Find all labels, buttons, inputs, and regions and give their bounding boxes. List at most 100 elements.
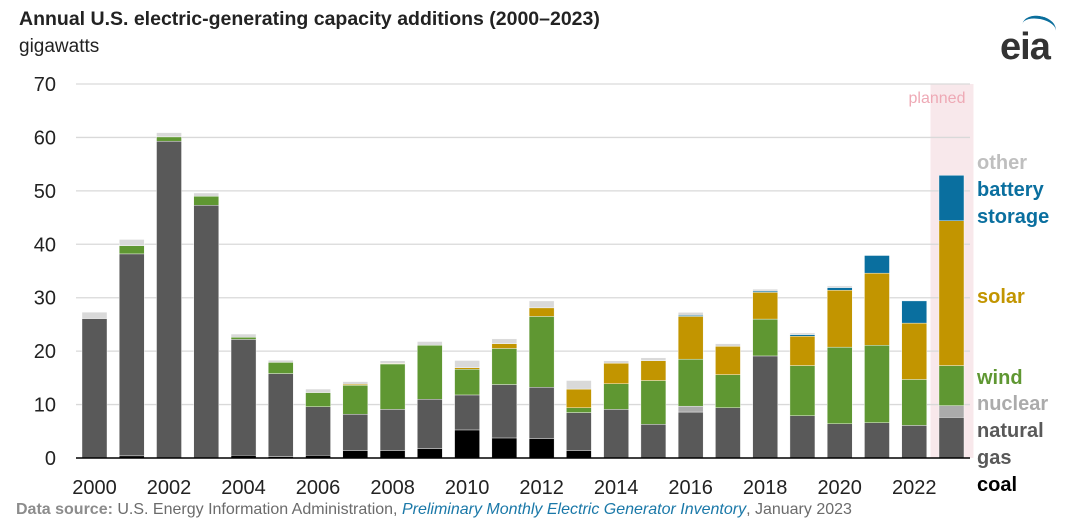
x-tick-label: 2012 <box>519 477 564 499</box>
bar-segment-solar-2020 <box>827 290 853 348</box>
bar-segment-natural-gas-2004 <box>230 339 257 456</box>
bar-segment-natural-gas-2005 <box>268 373 294 457</box>
bar-segment-wind-2020 <box>827 346 853 425</box>
bar-segment-other-2008 <box>379 360 406 364</box>
x-tick-label: 2018 <box>743 477 788 499</box>
x-tick-label: 2004 <box>221 477 266 499</box>
bar-segment-wind-2012 <box>528 316 555 388</box>
legend-battery: battery storage <box>977 177 1049 231</box>
y-tick-label: 20 <box>34 341 56 363</box>
bar-segment-nuclear-2023 <box>938 405 965 418</box>
bar-segment-battery-storage-2018 <box>752 290 778 293</box>
bar-segment-wind-2013 <box>566 407 592 413</box>
x-tick-label: 2008 <box>370 477 415 499</box>
bar-segment-other-2015 <box>640 357 667 361</box>
x-tick-label: 2022 <box>892 477 937 499</box>
bar-segment-wind-2005 <box>268 362 294 374</box>
bar-segment-wind-2015 <box>640 380 667 425</box>
legend-gas-line1: natural <box>977 420 1044 442</box>
legend-nuclear: nuclear <box>977 393 1049 415</box>
bar-segment-natural-gas-2006 <box>305 406 331 456</box>
bar-segment-battery-storage-2022 <box>901 300 927 324</box>
bar-segment-other-2002 <box>156 132 182 138</box>
bar-segment-natural-gas-2018 <box>752 355 778 459</box>
bar-segment-wind-2022 <box>901 379 927 426</box>
bar-segment-solar-2013 <box>566 388 592 408</box>
bar-segment-other-2017 <box>715 343 741 347</box>
bar-segment-natural-gas-2017 <box>715 407 741 459</box>
legend-coal: coal <box>977 474 1018 496</box>
y-axis-unit: gigawatts <box>19 36 100 57</box>
legend-battery-line2: storage <box>977 206 1050 228</box>
bar-segment-other-2010 <box>454 360 480 368</box>
bar-segment-other-2006 <box>305 388 331 393</box>
x-tick-label: 2016 <box>668 477 713 499</box>
bar-segment-wind-2016 <box>677 358 704 407</box>
bar-segment-natural-gas-2015 <box>640 424 667 459</box>
y-tick-label: 10 <box>34 395 56 417</box>
bar-segment-battery-storage-2021 <box>864 255 890 274</box>
bar-segment-wind-2002 <box>156 136 182 142</box>
bar-segment-natural-gas-2019 <box>789 415 816 459</box>
y-tick-label: 40 <box>34 234 56 256</box>
bar-segment-battery-storage-2019 <box>789 334 816 337</box>
y-tick-label: 50 <box>34 181 56 203</box>
bar-segment-wind-2004 <box>230 337 257 340</box>
eia-logo: eia <box>1000 26 1051 68</box>
bar-segment-other-2003 <box>193 192 219 197</box>
bar-segment-wind-2019 <box>789 365 816 416</box>
bar-segment-wind-2011 <box>491 348 518 385</box>
bar-segment-solar-2010 <box>454 367 480 370</box>
x-tick-label: 2002 <box>147 477 192 499</box>
legend-wind: wind <box>977 367 1023 389</box>
bar-segment-natural-gas-2022 <box>901 425 927 459</box>
bar-segment-solar-2019 <box>789 335 816 366</box>
bar-segment-wind-2009 <box>417 345 443 400</box>
legend-gas-line2: gas <box>977 447 1012 469</box>
bar-segment-coal-2007 <box>342 450 369 459</box>
footer-report-link[interactable]: Preliminary Monthly Electric Generator I… <box>401 501 747 518</box>
bar-segment-coal-2013 <box>566 450 592 459</box>
bar-segment-battery-storage-2023 <box>938 175 965 221</box>
y-tick-label: 70 <box>34 74 56 96</box>
bar-segment-wind-2006 <box>305 392 331 407</box>
footer-label: Data source: <box>16 501 113 518</box>
x-tick-label: 2014 <box>594 477 639 499</box>
bar-segment-nuclear-2016 <box>677 405 704 413</box>
bar-segment-solar-2016 <box>677 316 704 360</box>
legend-solar: solar <box>977 286 1025 308</box>
bar-segment-other-2018 <box>752 288 778 292</box>
y-tick-label: 30 <box>34 288 56 310</box>
bar-segment-natural-gas-2001 <box>119 253 145 457</box>
footer-source-text: U.S. Energy Information Administration, <box>112 501 402 518</box>
bar-segment-solar-2021 <box>864 272 890 346</box>
bar-segment-solar-2022 <box>901 322 927 380</box>
bar-segment-natural-gas-2014 <box>603 409 629 459</box>
x-tick-label: 2020 <box>817 477 862 499</box>
bar-segment-natural-gas-2021 <box>864 422 890 459</box>
x-tick-label: 2000 <box>72 477 117 499</box>
x-tick-label: 2010 <box>445 477 490 499</box>
bar-segment-natural-gas-2003 <box>193 205 219 459</box>
bar-segment-other-2020 <box>827 285 853 288</box>
bar-segment-other-2004 <box>230 333 257 338</box>
legend-natural-gas: natural gas <box>977 418 1044 472</box>
footer-source: Data source: U.S. Energy Information Adm… <box>16 501 852 519</box>
bar-segment-other-2014 <box>603 360 629 364</box>
bar-segment-wind-2023 <box>938 365 965 406</box>
bar-segment-natural-gas-2013 <box>566 412 592 451</box>
bar-segment-other-2000 <box>81 311 108 319</box>
bar-segment-other-2001 <box>119 239 145 246</box>
bar-segment-solar-2011 <box>491 343 518 349</box>
bar-segment-coal-2009 <box>417 448 443 459</box>
planned-label: planned <box>909 90 966 107</box>
bar-segment-wind-2017 <box>715 374 741 408</box>
bar-segment-wind-2008 <box>379 363 406 410</box>
bar-segment-natural-gas-2020 <box>827 423 853 459</box>
bar-segment-wind-2021 <box>864 345 890 423</box>
bar-segment-coal-2010 <box>454 429 480 459</box>
bar-segment-other-2009 <box>417 341 443 346</box>
bar-segment-wind-2001 <box>119 245 145 255</box>
